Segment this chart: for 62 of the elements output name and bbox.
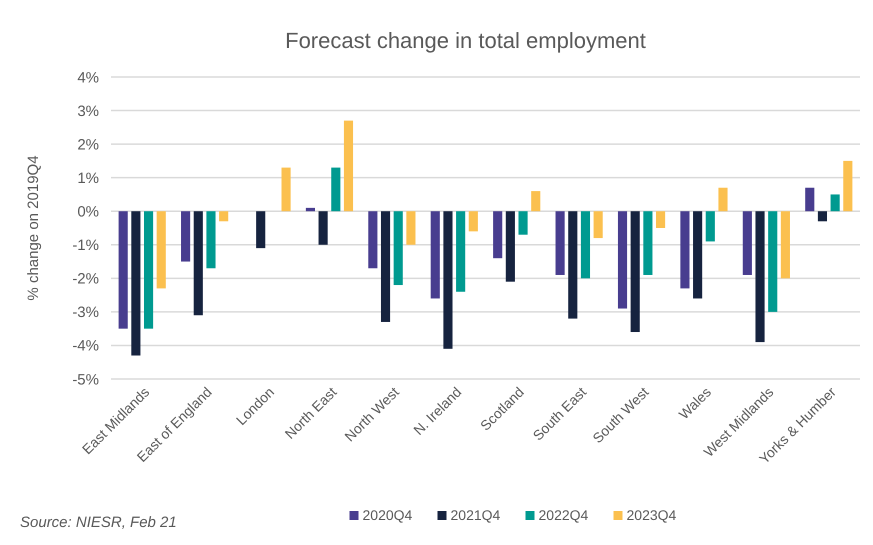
- bar: [256, 211, 266, 248]
- bar: [843, 160, 852, 212]
- bar: [568, 211, 578, 319]
- y-tick-label: -3%: [72, 304, 99, 322]
- chart-title: Forecast change in total employment: [285, 28, 646, 53]
- bar: [131, 211, 140, 356]
- y-tick-label: -5%: [72, 371, 99, 388]
- bar: [630, 211, 640, 332]
- bar: [680, 211, 690, 288]
- bar: [656, 211, 666, 228]
- bar: [282, 168, 291, 212]
- bar: [506, 211, 515, 282]
- y-axis-title: % change on 2019Q4: [25, 155, 42, 301]
- bar: [768, 211, 778, 312]
- bar: [443, 211, 453, 349]
- bar: [219, 211, 228, 222]
- bar: [331, 168, 340, 212]
- source-note: Source: NIESR, Feb 21: [20, 514, 177, 531]
- bar: [468, 211, 478, 232]
- bar: [742, 211, 752, 275]
- bar: [618, 211, 628, 309]
- bar: [531, 191, 540, 212]
- bar: [805, 188, 814, 212]
- y-tick-label: -4%: [72, 338, 99, 355]
- bar: [718, 188, 728, 212]
- bar: [206, 211, 216, 268]
- bar: [456, 211, 466, 292]
- bar: [318, 211, 328, 245]
- bar: [144, 211, 154, 329]
- bar: [194, 211, 203, 316]
- bar: [643, 211, 652, 275]
- bar: [594, 211, 603, 238]
- bar: [693, 211, 702, 298]
- legend-label: 2023Q4: [626, 507, 677, 523]
- bar: [755, 211, 765, 342]
- bar: [780, 211, 790, 278]
- y-tick-label: -1%: [72, 237, 99, 254]
- y-tick-label: 2%: [77, 136, 99, 154]
- bar: [406, 211, 416, 245]
- y-tick-label: 3%: [77, 102, 99, 120]
- bar: [181, 211, 190, 262]
- bar: [518, 211, 528, 235]
- y-tick-label: 4%: [77, 69, 99, 86]
- bar: [156, 211, 166, 288]
- legend-label: 2022Q4: [538, 507, 589, 523]
- bar: [556, 211, 565, 275]
- bar: [430, 211, 440, 298]
- bar: [394, 211, 403, 286]
- legend-label: 2020Q4: [362, 507, 413, 523]
- bar: [706, 211, 715, 242]
- y-tick-label: 0%: [77, 203, 99, 220]
- bar: [580, 211, 590, 278]
- legend-label: 2021Q4: [450, 507, 501, 523]
- bar: [493, 211, 502, 258]
- bar: [830, 194, 840, 212]
- bar: [118, 211, 128, 329]
- bar: [380, 211, 390, 322]
- bar: [344, 120, 354, 212]
- y-tick-label: 1%: [77, 170, 99, 187]
- bar: [818, 211, 828, 222]
- bar: [368, 211, 378, 268]
- y-tick-label: -2%: [72, 270, 99, 288]
